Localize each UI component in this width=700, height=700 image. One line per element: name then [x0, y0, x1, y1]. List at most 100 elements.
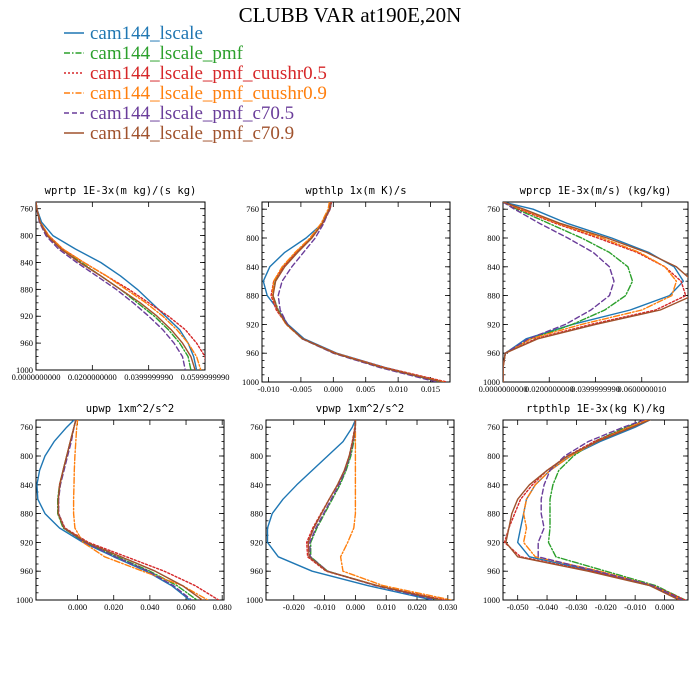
legend: cam144_lscalecam144_lscale_pmfcam144_lsc…: [64, 23, 327, 144]
chart-panel: wprtp 1E-3x(m kg)/(s kg) 760 800 840 880 920 9…: [12, 185, 230, 382]
y-tick-label: 800: [487, 451, 500, 461]
y-tick-label: 920: [20, 311, 33, 321]
plot-frame: [502, 419, 689, 601]
x-tick-label: 0.0599999990: [181, 372, 230, 382]
chart-panel: wpthlp 1x(m K)/s7608008408809209601000-0…: [242, 185, 451, 394]
legend-entry: cam144_lscale_pmf_cuushr0.5: [90, 63, 327, 84]
series-line: [503, 202, 687, 382]
y-tick-label: 1000: [16, 365, 33, 375]
x-tick-label: 0.000: [346, 602, 365, 612]
y-tick-label: 800: [246, 233, 259, 243]
chart-panel: rtpthlp 1E-3x(kg K)/kg 760 800 840 880 920 960…: [483, 403, 689, 612]
x-tick-label: 0.060: [176, 602, 195, 612]
y-tick-label: 880: [20, 509, 33, 519]
x-tick-label: -0.050: [507, 602, 529, 612]
y-tick-label: 960: [487, 348, 500, 358]
y-tick-label: 920: [487, 319, 500, 329]
series-line: [306, 420, 446, 600]
series-line: [72, 420, 209, 600]
x-tick-label: 0.005: [356, 384, 375, 394]
x-tick-label: 0.010: [377, 602, 396, 612]
series-line: [266, 420, 434, 600]
series-line: [277, 202, 438, 382]
legend-entry: cam144_lscale_pmf_c70.5: [90, 103, 294, 124]
x-tick-label: 0.0000000000: [12, 372, 61, 382]
y-tick-label: 1000: [483, 377, 500, 387]
y-tick-label: 760: [246, 204, 259, 214]
y-tick-label: 880: [487, 509, 500, 519]
y-tick-label: 800: [20, 231, 33, 241]
y-tick-label: 760: [487, 204, 500, 214]
series-line: [57, 420, 198, 600]
series-line: [505, 420, 680, 600]
y-tick-label: 960: [246, 348, 259, 358]
y-tick-label: 760: [250, 422, 263, 432]
y-tick-label: 800: [487, 233, 500, 243]
y-tick-label: 840: [20, 480, 33, 490]
panel-title: vpwp 1xm^2/s^2: [316, 403, 405, 415]
y-tick-label: 800: [20, 451, 33, 461]
x-tick-label: -0.020: [283, 602, 305, 612]
series-line: [309, 420, 437, 600]
y-tick-label: 760: [20, 422, 33, 432]
legend-entry: cam144_lscale_pmf: [90, 43, 244, 64]
y-tick-label: 760: [20, 204, 33, 214]
y-tick-label: 960: [20, 338, 33, 348]
series-line: [339, 420, 452, 600]
series-line: [503, 202, 615, 382]
y-tick-label: 960: [20, 566, 33, 576]
x-tick-label: 0.020: [104, 602, 123, 612]
x-tick-label: 0.000: [324, 384, 343, 394]
x-tick-label: 0.040: [140, 602, 159, 612]
series-line: [503, 420, 686, 600]
x-tick-label: 0.000: [655, 602, 674, 612]
series-line: [503, 202, 685, 382]
chart-panel: upwp 1xm^2/s^2 760 800 840 880 920 960 1000 0.00…: [16, 403, 232, 612]
x-tick-label: -0.010: [314, 602, 336, 612]
x-tick-label: 0.0600000010: [617, 384, 666, 394]
x-tick-label: 0.000: [68, 602, 87, 612]
x-tick-label: -0.030: [565, 602, 587, 612]
x-tick-label: 0.010: [389, 384, 408, 394]
legend-entry: cam144_lscale: [90, 23, 203, 44]
y-tick-label: 1000: [16, 595, 33, 605]
x-tick-label: 0.0000000000: [479, 384, 528, 394]
chart-panel: wprcp 1E-3x(m/s) (kg/kg) 760 800 840 880 920 9…: [479, 185, 689, 394]
x-tick-label: 0.020: [407, 602, 426, 612]
x-tick-label: 0.0399999990: [571, 384, 620, 394]
series-line: [307, 420, 443, 600]
y-tick-label: 960: [250, 566, 263, 576]
y-tick-label: 960: [487, 566, 500, 576]
y-tick-label: 840: [246, 262, 259, 272]
y-tick-label: 880: [246, 291, 259, 301]
series-line: [57, 420, 193, 600]
x-tick-label: 0.0200000000: [68, 372, 117, 382]
plot-frame: [502, 201, 689, 383]
x-tick-label: 0.030: [438, 602, 457, 612]
plot-frame: [261, 201, 451, 383]
y-tick-label: 1000: [246, 595, 263, 605]
x-tick-label: -0.010: [624, 602, 646, 612]
plot-frame: [35, 419, 225, 601]
x-tick-label: 0.0399999990: [124, 372, 173, 382]
y-tick-label: 920: [250, 537, 263, 547]
series-line: [272, 202, 443, 382]
series-line: [272, 202, 441, 382]
plot-frame: [265, 419, 455, 601]
x-tick-label: -0.040: [536, 602, 558, 612]
x-tick-label: 0.080: [213, 602, 232, 612]
series-line: [262, 202, 445, 382]
series-line: [36, 202, 192, 370]
x-tick-label: 0.0200000000: [525, 384, 574, 394]
figure-title: CLUBB VAR at190E,20N: [239, 3, 462, 27]
y-tick-label: 880: [487, 291, 500, 301]
series-line: [270, 202, 448, 382]
series-line: [36, 202, 196, 370]
y-tick-label: 1000: [483, 595, 500, 605]
series-line: [271, 202, 445, 382]
series-line: [57, 420, 204, 600]
legend-entry: cam144_lscale_pmf_c70.9: [90, 123, 294, 144]
panel-title: wprtp 1E-3x(m kg)/(s kg): [45, 185, 197, 197]
series-line: [310, 420, 440, 600]
